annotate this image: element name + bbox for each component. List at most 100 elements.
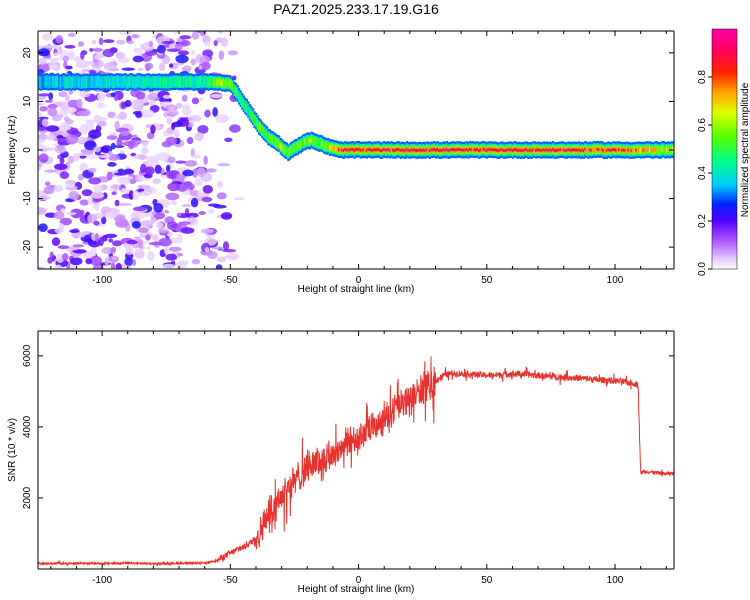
noise-blob (120, 187, 129, 194)
noise-blob (121, 67, 135, 71)
ridge-cell (513, 148, 516, 151)
noise-blob (131, 221, 141, 229)
snr-x-tick-label: 0 (356, 575, 362, 586)
ridge-cell (407, 148, 410, 152)
ridge-cell (411, 148, 415, 152)
spectrogram-y-tick-label: 20 (22, 47, 33, 59)
ridge-cell (644, 147, 647, 153)
spectrogram-y-tick-label: -20 (22, 239, 33, 254)
noise-blob (192, 154, 201, 159)
ridge-cell (301, 139, 304, 148)
ridge-cell (638, 147, 641, 153)
ridge-cell (110, 75, 113, 88)
ridge-cell (107, 75, 110, 88)
ridge-cell (604, 147, 607, 154)
noise-blob (224, 137, 233, 142)
noise-blob (117, 179, 131, 185)
ridge-cell (191, 76, 195, 89)
ridge-cell (79, 76, 82, 89)
spectrogram-x-tick-label: 100 (607, 275, 624, 286)
ridge-cell (211, 77, 215, 87)
ridge-cell (402, 148, 405, 152)
ridge-cell (519, 149, 522, 152)
ridge-cell (51, 75, 55, 88)
ridge-cell (156, 76, 159, 89)
ridge-cell (310, 137, 313, 143)
ridge-cell (308, 138, 312, 144)
ridge-cell (98, 75, 101, 88)
ridge-cell (228, 80, 232, 87)
ridge-cell (556, 148, 559, 152)
noise-blob (190, 49, 196, 56)
noise-blob (89, 255, 102, 266)
ridge-cell (242, 99, 245, 108)
ridge-cell (335, 146, 338, 152)
ridge-cell (170, 77, 173, 87)
noise-blob (148, 40, 153, 48)
ridge-cell (302, 137, 305, 147)
ridge-cell (88, 76, 92, 89)
noise-blob (198, 211, 206, 215)
ridge-cell (68, 75, 72, 88)
ridge-cell (295, 141, 298, 154)
ridge-cell (279, 143, 282, 149)
ridge-cell (116, 75, 119, 88)
ridge-cell (278, 139, 281, 148)
noise-blob (165, 164, 171, 173)
ridge-cell (96, 75, 99, 88)
noise-blob (53, 211, 65, 220)
ridge-cell (555, 149, 558, 152)
ridge-cell (268, 133, 272, 142)
ridge-cell (319, 138, 322, 148)
noise-blob (79, 199, 90, 206)
ridge-cell (447, 149, 450, 152)
ridge-cell (450, 148, 453, 152)
colorbar-tick-label: 0.6 (697, 118, 708, 132)
ridge-cell (81, 76, 84, 89)
noise-blob (68, 51, 75, 61)
ridge-cell (90, 75, 93, 88)
ridge-cell (293, 143, 296, 153)
ridge-cell (425, 148, 429, 152)
noise-blob (142, 141, 149, 147)
ridge-cell (625, 147, 629, 153)
ridge-cell (138, 75, 141, 88)
ridge-cell (565, 149, 569, 152)
ridge-cell (216, 80, 219, 86)
noise-blob (44, 181, 51, 187)
noise-blob (191, 97, 200, 105)
ridge-cell (167, 76, 170, 89)
noise-blob (114, 199, 120, 207)
ridge-cell (248, 106, 252, 119)
colorbar-label: Normalized spectral amplitude (740, 82, 750, 217)
noise-blob (161, 41, 174, 44)
ridge-cell (611, 148, 615, 151)
ridge-cell (114, 75, 118, 88)
snr-x-tick-label: -100 (92, 575, 112, 586)
noise-blob (59, 157, 65, 164)
noise-blob (65, 212, 77, 216)
noise-blob (47, 103, 58, 110)
noise-blob (133, 48, 138, 52)
noise-blob (92, 48, 104, 52)
ridge-cell (342, 149, 345, 152)
noise-blob (162, 94, 171, 99)
noise-blob (135, 112, 143, 118)
noise-blob (38, 153, 49, 164)
noise-blob (171, 122, 176, 131)
colorbar-gradient (711, 28, 738, 270)
noise-blob (126, 40, 135, 44)
noise-blob (78, 41, 84, 47)
ridge-cell (264, 128, 267, 138)
noise-blob (131, 34, 140, 39)
ridge-cell (325, 142, 328, 151)
ridge-cell (270, 134, 273, 144)
ridge-cell (636, 147, 639, 153)
ridge-cell (255, 115, 258, 128)
ridge-cell (504, 149, 507, 152)
ridge-cell (54, 76, 58, 89)
noise-blob (88, 69, 97, 75)
ridge-cell (262, 127, 265, 137)
ridge-cell (431, 148, 435, 152)
ridge-cell (210, 77, 213, 87)
